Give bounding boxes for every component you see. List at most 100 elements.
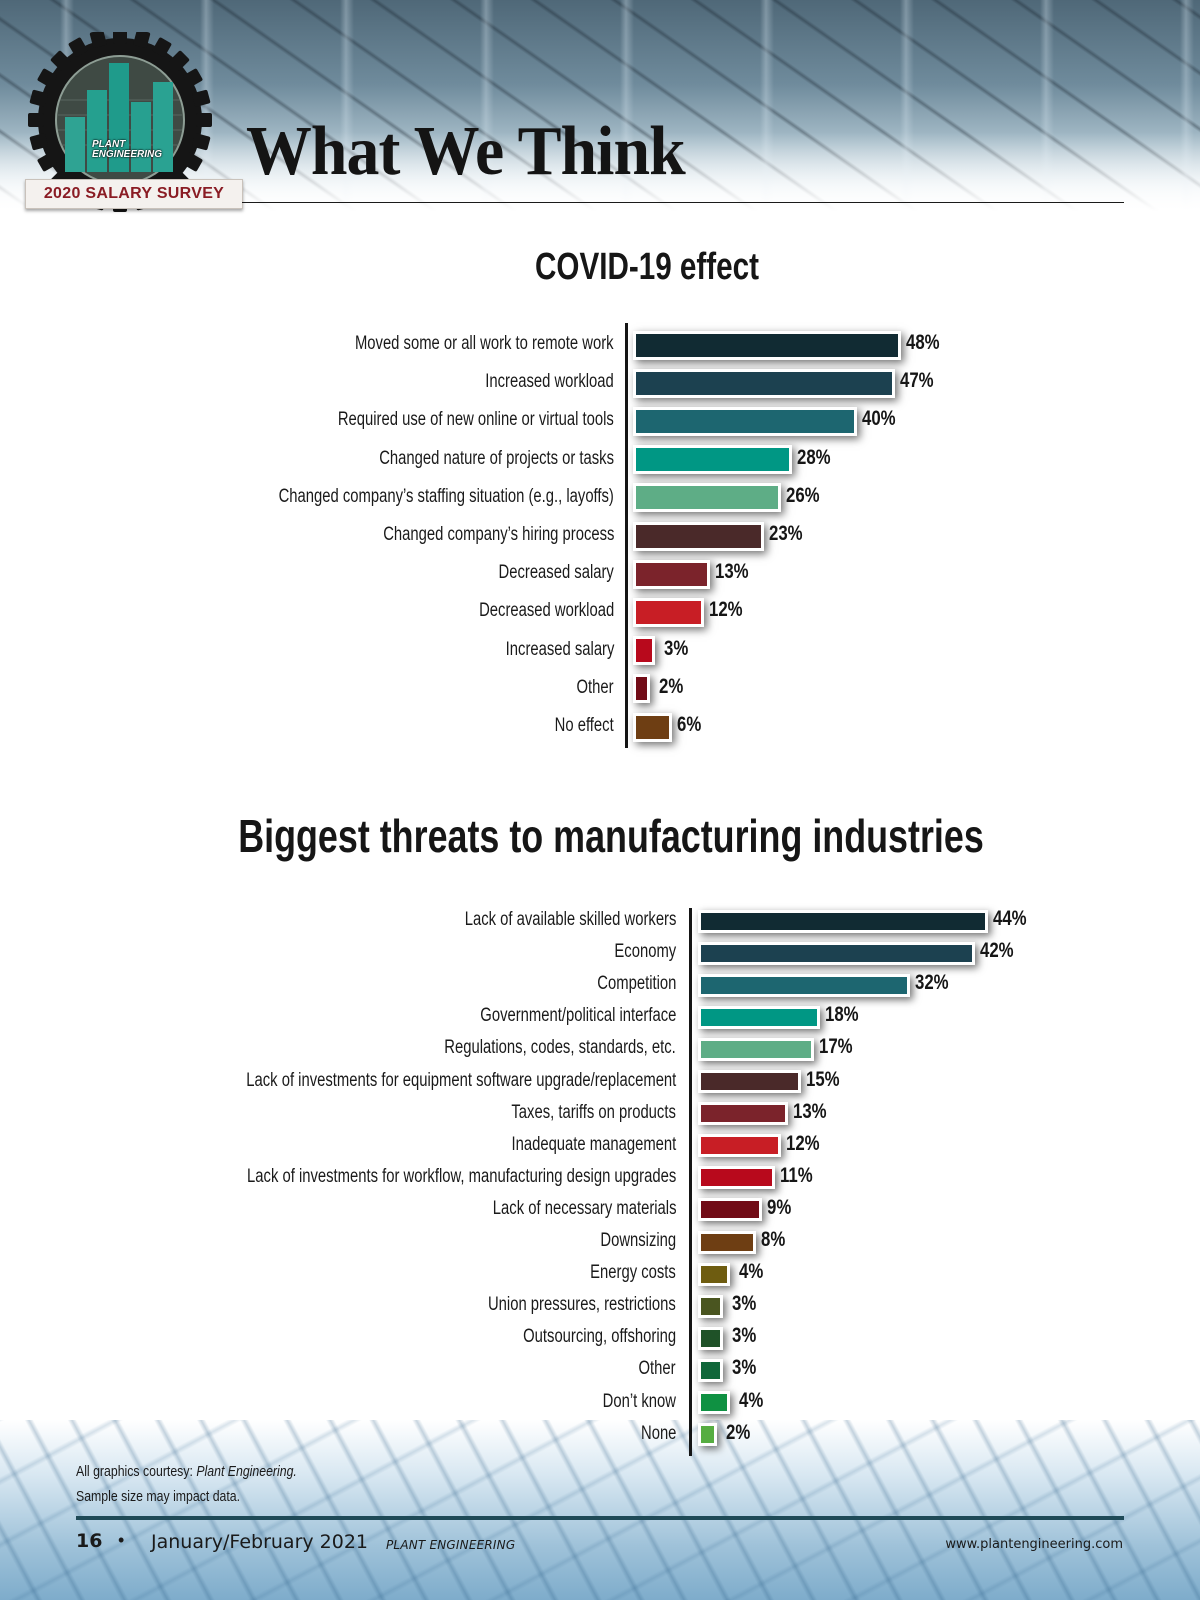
bar	[698, 941, 975, 965]
bar	[698, 1230, 756, 1254]
chart-title-biggest-threats: Biggest threats to manufacturing industr…	[238, 810, 984, 862]
value-label: 9%	[767, 1195, 792, 1219]
bar	[698, 1102, 788, 1126]
bar	[698, 909, 988, 933]
bar	[633, 521, 765, 551]
category-label: Lack of investments for equipment softwa…	[245, 1069, 676, 1091]
value-label: 6%	[676, 713, 701, 736]
value-label: 13%	[714, 560, 749, 584]
issue-date: January/February 2021	[151, 1531, 369, 1553]
chart-title-covid-effect: COVID-19 effect	[534, 246, 760, 288]
y-axis-line	[625, 323, 628, 748]
value-label: 2%	[658, 674, 684, 698]
category-label: Competition	[596, 973, 676, 995]
bar	[698, 1391, 730, 1414]
value-label: 42%	[979, 939, 1014, 963]
value-label: 32%	[915, 971, 950, 995]
category-label: Economy	[614, 941, 676, 963]
value-label: 12%	[786, 1131, 821, 1155]
bar	[698, 1326, 724, 1350]
category-label: Government/political interface	[479, 1005, 676, 1027]
category-label: None	[640, 1422, 676, 1444]
category-label: Other	[638, 1358, 676, 1380]
category-label: Decreased salary	[498, 562, 614, 584]
category-label: Taxes, tariffs on products	[511, 1101, 676, 1123]
value-label: 44%	[992, 907, 1027, 930]
value-label: 4%	[738, 1260, 764, 1284]
bar	[698, 1166, 775, 1190]
category-label: Lack of necessary materials	[492, 1197, 676, 1219]
y-axis-line	[689, 908, 692, 1456]
bar	[633, 368, 896, 398]
bar	[633, 483, 781, 513]
category-label: Lack of investments for workflow, manufa…	[246, 1165, 676, 1187]
category-label: Increased salary	[505, 638, 614, 660]
sample-size-note: Sample size may impact data.	[76, 1488, 241, 1505]
category-label: Energy costs	[590, 1262, 676, 1284]
category-label: Lack of available skilled workers	[464, 909, 676, 930]
badge-banner: 2020 SALARY SURVEY	[25, 179, 243, 209]
graphics-credit: All graphics courtesy: Plant Engineering…	[76, 1463, 297, 1480]
value-label: 12%	[709, 598, 744, 622]
category-label: Decreased workload	[478, 600, 614, 622]
category-label: Changed company’s staffing situation (e.…	[278, 485, 614, 507]
bar	[698, 1262, 730, 1286]
value-label: 2%	[725, 1420, 751, 1444]
category-label: Outsourcing, offshoring	[523, 1326, 676, 1348]
bar	[698, 1358, 724, 1382]
credit-source: Plant Engineering.	[196, 1463, 297, 1480]
value-label: 23%	[769, 522, 803, 545]
value-label: 3%	[732, 1356, 757, 1380]
bar	[698, 1070, 801, 1093]
value-label: 3%	[664, 636, 689, 660]
website-link[interactable]: www.plantengineering.com	[945, 1537, 1123, 1552]
value-label: 17%	[818, 1035, 853, 1059]
category-label: Downsizing	[600, 1230, 676, 1251]
magazine-name: PLANT ENGINEERING	[386, 1538, 516, 1552]
value-label: 4%	[738, 1388, 764, 1412]
value-label: 28%	[796, 445, 831, 469]
category-label: Changed nature of projects or tasks	[379, 447, 614, 469]
category-label: Increased workload	[485, 371, 614, 393]
category-label: Other	[576, 676, 614, 698]
value-label: 15%	[805, 1067, 840, 1091]
category-label: Inadequate management	[511, 1133, 676, 1155]
value-label: 11%	[779, 1163, 813, 1187]
page-title: What We Think	[246, 113, 686, 190]
value-label: 8%	[760, 1228, 785, 1251]
value-label: 3%	[732, 1292, 757, 1316]
bar	[698, 1134, 782, 1158]
value-label: 47%	[900, 369, 934, 393]
category-label: Moved some or all work to remote work	[355, 333, 614, 354]
bar	[633, 406, 857, 436]
category-label: No effect	[554, 715, 614, 736]
bar	[698, 1423, 717, 1447]
bar	[698, 1005, 821, 1029]
bar	[633, 674, 650, 704]
footer-divider	[76, 1516, 1124, 1520]
badge-brand-text: PLANT ENGINEERING	[92, 139, 163, 160]
value-label: 26%	[785, 483, 820, 507]
title-divider	[242, 202, 1124, 203]
credit-prefix: All graphics courtesy:	[76, 1463, 197, 1480]
bar	[633, 559, 710, 589]
bar	[633, 597, 705, 627]
page-number: 16	[76, 1530, 103, 1552]
bar	[633, 330, 901, 360]
bar	[633, 445, 792, 475]
category-label: Changed company’s hiring process	[382, 524, 614, 545]
value-label: 18%	[825, 1003, 859, 1027]
bar	[633, 636, 656, 666]
category-label: Don’t know	[602, 1390, 676, 1412]
footer-bullet: •	[118, 1530, 125, 1550]
category-label: Required use of new online or virtual to…	[338, 409, 614, 431]
bar	[698, 1294, 724, 1318]
category-label: Union pressures, restrictions	[488, 1294, 676, 1316]
footer-background-image	[0, 1420, 1200, 1600]
value-label: 3%	[732, 1324, 757, 1348]
value-label: 40%	[862, 407, 896, 431]
value-label: 48%	[905, 331, 940, 354]
bar	[698, 1198, 763, 1222]
value-label: 13%	[792, 1099, 827, 1123]
salary-survey-badge: PLANT ENGINEERING 2020 SALARY SURVEY	[22, 32, 243, 212]
